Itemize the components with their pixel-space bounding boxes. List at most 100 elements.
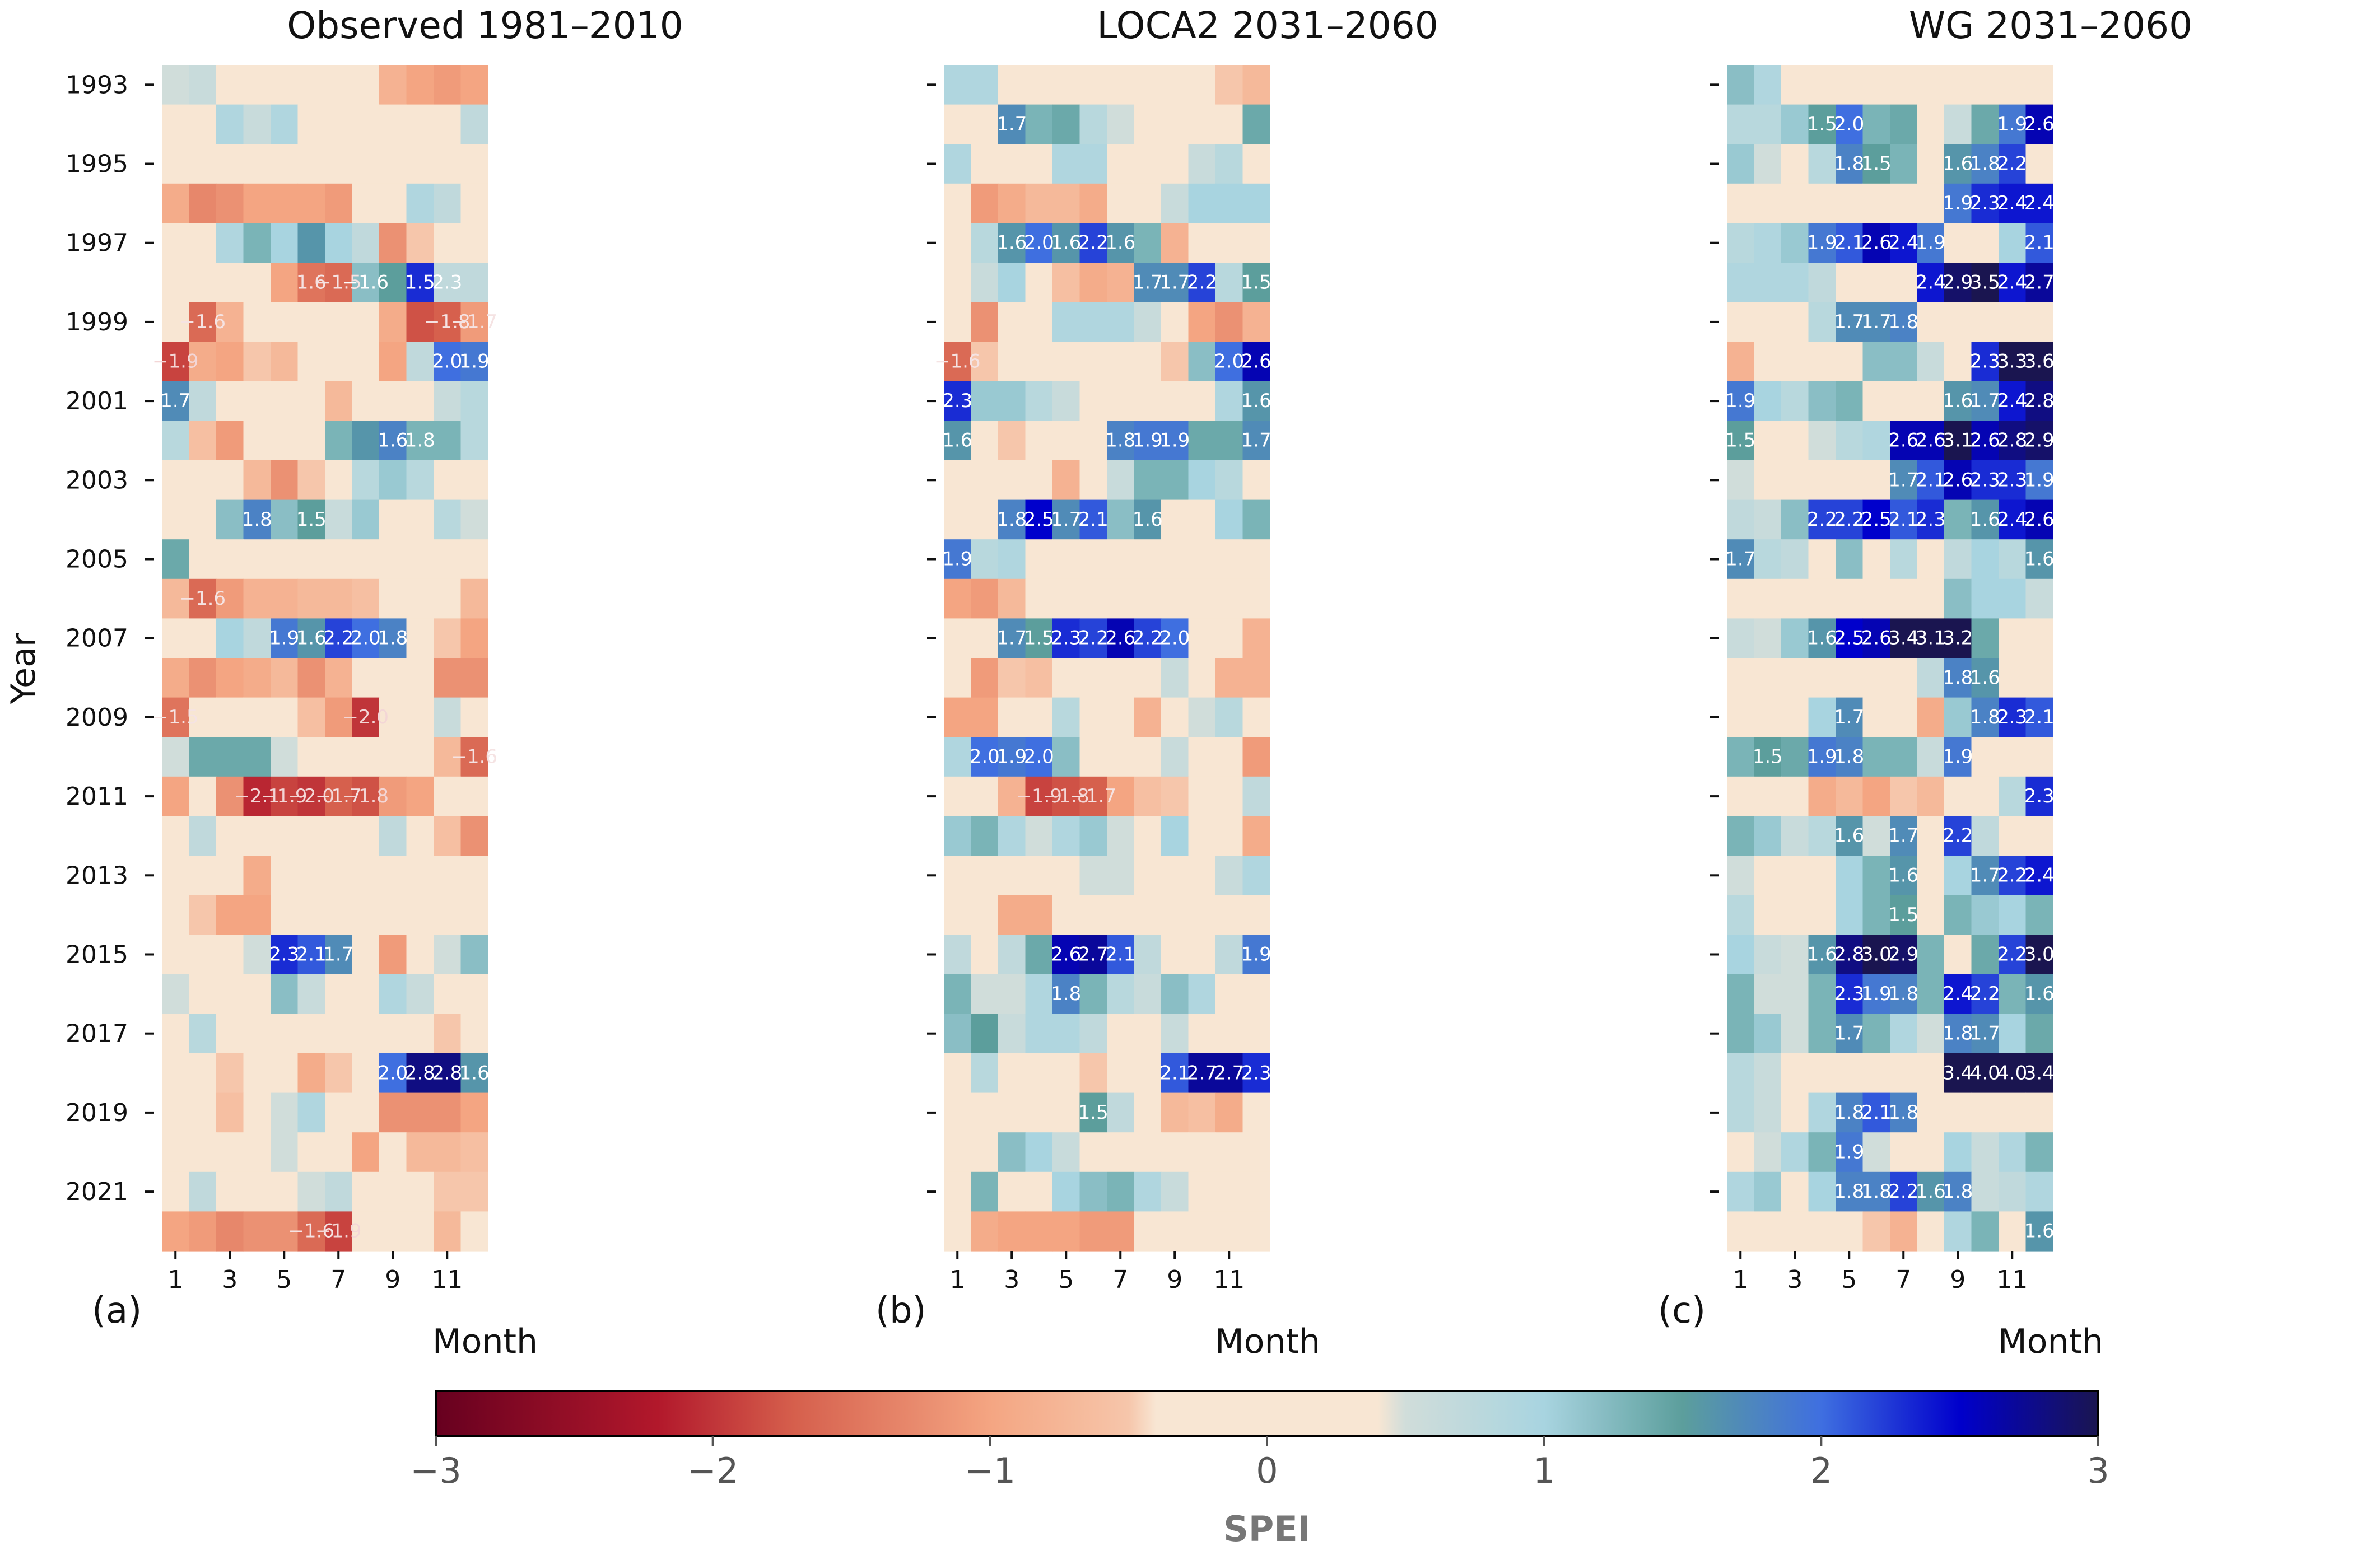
colorbar-tick-label: 0 — [1256, 1450, 1278, 1491]
heatmap-cell — [1134, 737, 1162, 777]
heatmap-cell — [216, 421, 244, 461]
heatmap-cell — [1052, 1014, 1080, 1054]
heatmap-cell — [1134, 460, 1162, 501]
heatmap-cell — [1999, 1171, 2027, 1212]
heatmap-cell — [1107, 460, 1135, 501]
y-tick-label: 1993 — [66, 71, 128, 99]
cell-value-label: 2.6 — [1888, 429, 1918, 452]
colorbar-tick-label: −2 — [687, 1450, 738, 1491]
cell-value-label: 1.7 — [1834, 1022, 1864, 1045]
cell-value-label: 3.1 — [1943, 429, 1973, 452]
heatmap-cell — [216, 1171, 244, 1212]
heatmap-cell — [1052, 935, 1080, 975]
heatmap-cell — [189, 1132, 217, 1173]
heatmap-cell — [1215, 697, 1243, 737]
x-tick-label: 9 — [1950, 1266, 1966, 1294]
cell-value-label: 2.3 — [1051, 627, 1081, 650]
cell-value-label: 1.7 — [1970, 390, 2000, 412]
heatmap-cell — [434, 539, 462, 580]
heatmap-cell — [1754, 1092, 1782, 1133]
heatmap-cell — [1161, 974, 1189, 1014]
heatmap-cell — [944, 183, 972, 223]
heatmap-cell — [162, 144, 190, 184]
heatmap-cell — [162, 460, 190, 501]
heatmap-cell — [1781, 856, 1809, 896]
heatmap-cell — [1188, 223, 1216, 263]
heatmap-cell — [1890, 895, 1918, 935]
heatmap-cell — [325, 342, 353, 382]
heatmap-cell — [1944, 1092, 1972, 1133]
heatmap-cell — [1890, 935, 1918, 975]
heatmap-cell — [460, 974, 488, 1014]
heatmap-cell — [1134, 144, 1162, 184]
heatmap-cell — [1808, 223, 1836, 263]
heatmap-cell — [271, 460, 299, 501]
heatmap-cell — [1134, 895, 1162, 935]
heatmap-cell — [1134, 935, 1162, 975]
heatmap-cell — [2025, 499, 2053, 540]
heatmap-cell — [1808, 578, 1836, 619]
heatmap-cell — [1107, 856, 1135, 896]
heatmap-cell — [379, 1053, 407, 1094]
heatmap-cell — [1079, 1171, 1107, 1212]
heatmap-cell — [2025, 974, 2053, 1014]
heatmap-cell — [1808, 421, 1836, 461]
panel-a-xlabel: Month — [432, 1322, 538, 1361]
heatmap-cell — [2025, 183, 2053, 223]
cell-value-label: 2.4 — [1997, 271, 2027, 293]
heatmap-cell — [1215, 342, 1243, 382]
cell-value-label: 3.6 — [2024, 351, 2055, 373]
heatmap-cell — [1971, 1053, 1999, 1094]
cell-value-label: 1.8 — [996, 508, 1027, 531]
heatmap-cell — [1971, 737, 1999, 777]
heatmap-cell — [1052, 1171, 1080, 1212]
heatmap-cell — [1134, 1132, 1162, 1173]
heatmap-cell — [1727, 104, 1755, 144]
cell-value-label: 2.1 — [1078, 508, 1109, 531]
heatmap-cell — [1917, 1211, 1945, 1252]
y-tick-label: 2001 — [66, 387, 128, 415]
heatmap-cell — [1242, 381, 1270, 421]
heatmap-cell — [1025, 1014, 1053, 1054]
heatmap-cell — [998, 104, 1026, 144]
heatmap-cell — [216, 974, 244, 1014]
heatmap-cell — [379, 618, 407, 659]
y-axis-label: Year — [4, 633, 43, 704]
heatmap-cell — [1079, 737, 1107, 777]
heatmap-cell — [1781, 1092, 1809, 1133]
heatmap-cell — [216, 223, 244, 263]
panel-a-cells: 1.6−1.5−1.6 1.52.3−1.6 −1.8−1.7−1.9 2.01.91… — [152, 65, 497, 1252]
heatmap-cell — [1917, 183, 1945, 223]
heatmap-cell — [1242, 1053, 1270, 1094]
panel-b: LOCA2 2031–2060 1.71.62.01.62.21.61.71.7… — [875, 4, 1438, 1361]
cell-value-label: 1.8 — [1834, 746, 1864, 768]
heatmap-cell — [1917, 302, 1945, 342]
heatmap-cell — [1134, 658, 1162, 698]
heatmap-cell — [944, 223, 972, 263]
heatmap-cell — [1971, 974, 1999, 1014]
heatmap-cell — [406, 1014, 434, 1054]
heatmap-cell — [1161, 223, 1189, 263]
heatmap-cell — [1917, 539, 1945, 580]
heatmap-cell — [189, 302, 217, 342]
heatmap-cell — [2025, 539, 2053, 580]
heatmap-cell — [1134, 578, 1162, 619]
heatmap-cell — [998, 1211, 1026, 1252]
cell-value-label: 4.0 — [1970, 1062, 2000, 1084]
cell-value-label: 2.6 — [2024, 113, 2055, 136]
heatmap-cell — [1188, 263, 1216, 303]
heatmap-cell — [406, 183, 434, 223]
heatmap-cell — [971, 1053, 999, 1094]
heatmap-cell — [1781, 1053, 1809, 1094]
cell-value-label: 2.4 — [1997, 192, 2027, 214]
heatmap-cell — [1215, 578, 1243, 619]
cell-value-label: 1.7 — [323, 944, 353, 966]
heatmap-cell — [271, 1092, 299, 1133]
cell-value-label: 1.7 — [996, 113, 1027, 136]
cell-value-label: 2.2 — [1997, 944, 2027, 966]
heatmap-cell — [434, 856, 462, 896]
heatmap-cell — [1242, 1132, 1270, 1173]
heatmap-cell — [1836, 1014, 1864, 1054]
heatmap-cell — [216, 499, 244, 540]
heatmap-cell — [325, 381, 353, 421]
